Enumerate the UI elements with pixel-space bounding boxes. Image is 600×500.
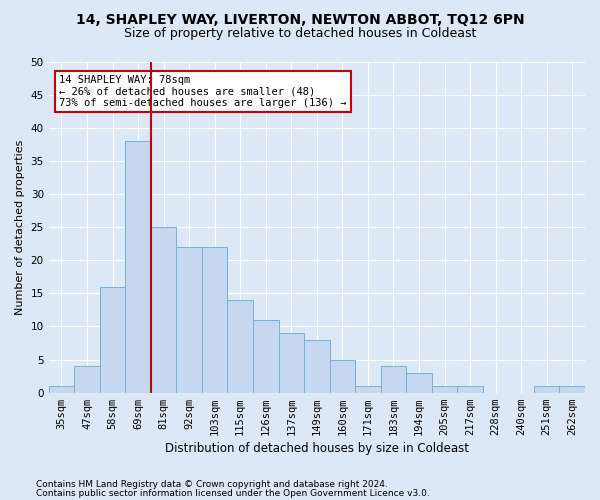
Bar: [329, 360, 355, 392]
Bar: [74, 366, 100, 392]
Y-axis label: Number of detached properties: Number of detached properties: [15, 140, 25, 315]
Bar: [304, 340, 329, 392]
Bar: [202, 247, 227, 392]
Text: Size of property relative to detached houses in Coldeast: Size of property relative to detached ho…: [124, 28, 476, 40]
Text: 14 SHAPLEY WAY: 78sqm
← 26% of detached houses are smaller (48)
73% of semi-deta: 14 SHAPLEY WAY: 78sqm ← 26% of detached …: [59, 74, 347, 108]
X-axis label: Distribution of detached houses by size in Coldeast: Distribution of detached houses by size …: [165, 442, 469, 455]
Bar: [457, 386, 483, 392]
Text: Contains public sector information licensed under the Open Government Licence v3: Contains public sector information licen…: [36, 489, 430, 498]
Bar: [380, 366, 406, 392]
Bar: [227, 300, 253, 392]
Bar: [432, 386, 457, 392]
Text: 14, SHAPLEY WAY, LIVERTON, NEWTON ABBOT, TQ12 6PN: 14, SHAPLEY WAY, LIVERTON, NEWTON ABBOT,…: [76, 12, 524, 26]
Bar: [534, 386, 559, 392]
Text: Contains HM Land Registry data © Crown copyright and database right 2024.: Contains HM Land Registry data © Crown c…: [36, 480, 388, 489]
Bar: [355, 386, 380, 392]
Bar: [49, 386, 74, 392]
Bar: [253, 320, 278, 392]
Bar: [100, 286, 125, 393]
Bar: [151, 227, 176, 392]
Bar: [559, 386, 585, 392]
Bar: [176, 247, 202, 392]
Bar: [406, 373, 432, 392]
Bar: [278, 333, 304, 392]
Bar: [125, 141, 151, 393]
